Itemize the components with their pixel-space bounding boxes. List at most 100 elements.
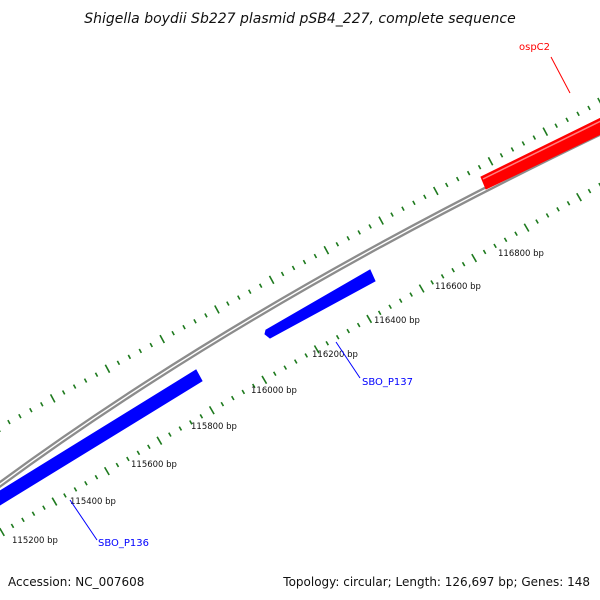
outer-tick: [149, 342, 153, 348]
inner-tick: [388, 304, 392, 310]
inner-tick: [293, 359, 298, 364]
outer-tick: [159, 334, 166, 344]
outer-tick: [7, 419, 11, 425]
inner-tick: [208, 405, 215, 415]
scale-label: 116200 bp: [312, 350, 358, 360]
outer-tick: [357, 230, 361, 235]
inner-tick: [0, 527, 5, 537]
outer-tick: [445, 182, 449, 188]
inner-tick: [566, 200, 571, 206]
outer-tick: [258, 283, 263, 289]
outer-tick-track: [0, 97, 600, 433]
inner-tick: [493, 243, 497, 249]
inner-tick: [556, 207, 560, 212]
scale-label: 115600 bp: [131, 460, 177, 470]
inner-tick: [430, 280, 434, 285]
gene-labels: SBO_P136 SBO_P137 ospC2: [69, 42, 571, 549]
inner-tick: [471, 253, 478, 263]
gene-label-sbo-p136: SBO_P136: [98, 538, 149, 549]
inner-tick: [31, 511, 36, 517]
inner-tick: [147, 444, 151, 450]
inner-tick: [440, 274, 445, 279]
outer-tick: [29, 407, 33, 413]
inner-tick: [199, 414, 204, 419]
outer-tick: [432, 186, 439, 196]
inner-tick: [304, 353, 309, 358]
scale-label: 115400 bp: [70, 497, 116, 507]
inner-tick: [168, 432, 172, 437]
outer-tick: [510, 147, 515, 152]
outer-tick: [401, 206, 405, 212]
inner-tick: [103, 466, 110, 476]
accession-label: Accession: NC_007608: [8, 575, 144, 589]
outer-tick: [335, 241, 340, 247]
inner-tick: [51, 497, 58, 506]
outer-tick: [455, 176, 460, 182]
outer-tick: [171, 330, 175, 336]
outer-tick: [313, 253, 318, 259]
inner-tick: [398, 298, 403, 303]
outer-tick: [302, 259, 307, 265]
outer-tick: [214, 305, 220, 314]
inner-tick: [451, 267, 455, 273]
scale-label: 116000 bp: [251, 386, 297, 396]
inner-tick: [418, 284, 425, 293]
inner-tick: [261, 375, 268, 385]
inner-tick: [73, 487, 78, 492]
outer-tick: [226, 301, 230, 306]
inner-tick: [346, 328, 351, 334]
inner-tick: [377, 310, 382, 316]
inner-tick: [251, 383, 256, 389]
outer-tick: [83, 378, 88, 383]
outer-tick: [423, 194, 427, 200]
backbone-line: [0, 129, 600, 489]
outer-tick: [40, 401, 44, 407]
outer-tick: [390, 212, 394, 217]
inner-tick: [545, 213, 550, 218]
gene-label-leader: [335, 341, 361, 379]
outer-tick: [18, 413, 22, 419]
outer-tick: [61, 390, 66, 395]
outer-tick: [116, 360, 121, 366]
inner-tick: [409, 292, 413, 297]
outer-tick: [412, 200, 416, 206]
outer-tick: [565, 117, 569, 123]
scale-label: 116600 bp: [435, 282, 481, 292]
backbone-inner-line: [0, 132, 600, 486]
gene-label-leader: [550, 56, 571, 94]
gene-ospc2-highlight: [482, 120, 600, 180]
inner-tick: [587, 188, 592, 194]
outer-tick: [72, 384, 77, 389]
outer-tick: [466, 170, 471, 176]
outer-tick: [554, 123, 558, 129]
inner-tick: [231, 395, 235, 401]
gene-label-leader: [69, 499, 98, 541]
map-title: Shigella boydii Sb227 plasmid pSB4_227, …: [84, 11, 515, 27]
inner-tick: [335, 334, 340, 340]
inner-tick: [189, 420, 193, 425]
inner-tick: [241, 389, 246, 395]
outer-tick: [204, 313, 208, 318]
scale-label: 116800 bp: [498, 249, 544, 259]
gene-sbo-p136: [0, 369, 203, 506]
gene-ospc2: [480, 117, 600, 190]
inner-tick-track: [0, 182, 600, 537]
scale-label: 115200 bp: [12, 536, 58, 546]
inner-tick: [482, 249, 487, 255]
inner-tick: [136, 450, 141, 456]
scale-label: 116400 bp: [374, 316, 420, 326]
outer-tick: [576, 111, 580, 117]
gene-label-sbo-p137: SBO_P137: [362, 377, 413, 388]
inner-tick: [514, 231, 518, 237]
inner-tick: [356, 322, 361, 328]
outer-tick: [532, 135, 537, 140]
inner-tick: [21, 517, 25, 523]
outer-tick: [280, 271, 285, 277]
inner-tick: [220, 401, 225, 407]
inner-tick: [63, 493, 67, 498]
outer-tick: [291, 265, 296, 271]
scale-label: 115800 bp: [191, 422, 237, 432]
inner-tick: [272, 371, 277, 377]
inner-tick: [115, 462, 120, 468]
inner-tick: [94, 474, 99, 480]
